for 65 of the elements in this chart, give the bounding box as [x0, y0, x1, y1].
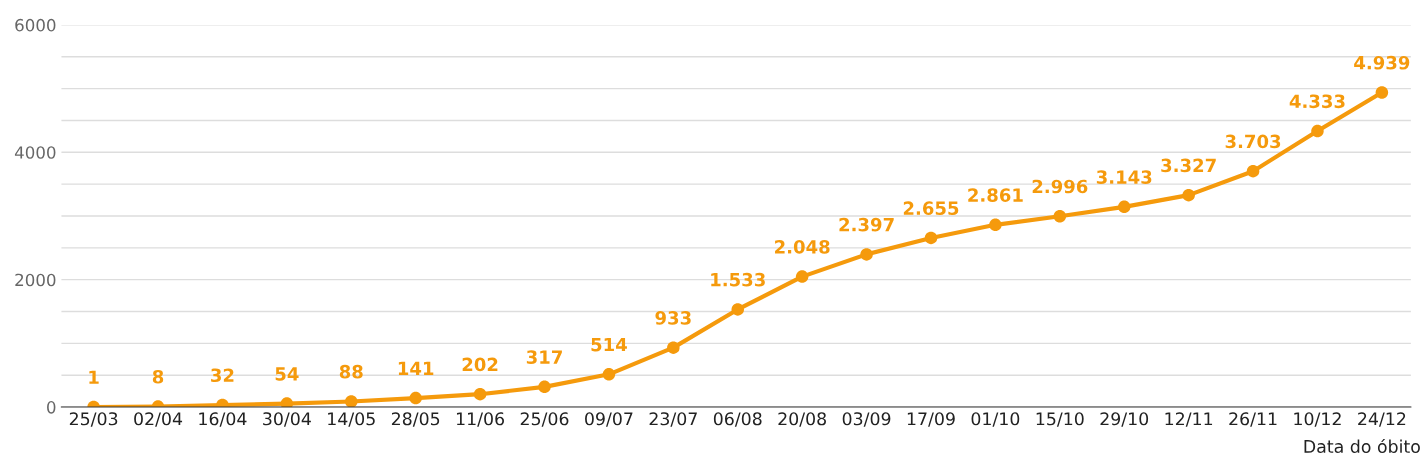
y-tick-label: 4000 — [14, 146, 56, 159]
x-tick-label: 01/10 — [971, 412, 1020, 427]
x-tick-label: 29/10 — [1100, 412, 1149, 427]
data-label: 8 — [152, 369, 164, 384]
data-label: 32 — [211, 368, 234, 383]
x-tick-label: 28/05 — [391, 412, 440, 427]
data-label: 141 — [398, 361, 434, 375]
point — [1053, 209, 1067, 223]
point — [1246, 164, 1260, 178]
point — [1311, 124, 1324, 138]
x-tick-label: 15/10 — [1036, 412, 1084, 427]
point — [602, 368, 616, 381]
x-tick-label: 30/04 — [263, 412, 311, 427]
point — [345, 395, 358, 408]
point — [280, 397, 294, 408]
x-tick-label: 09/07 — [585, 412, 633, 427]
data-label: 1 — [89, 370, 99, 384]
x-tick-label: 25/03 — [69, 412, 118, 427]
point — [1182, 188, 1195, 202]
data-label: 317 — [526, 350, 562, 364]
y-tick-label: 2000 — [15, 273, 56, 287]
x-tick-label: 25/06 — [520, 412, 569, 427]
point — [1117, 200, 1131, 214]
x-tick-label: 26/11 — [1229, 412, 1277, 427]
x-tick-label: 17/09 — [907, 412, 955, 427]
data-label: 54 — [275, 367, 299, 381]
x-tick-label: 02/04 — [134, 412, 183, 427]
point — [473, 387, 487, 401]
data-label: 3.327 — [1161, 158, 1216, 173]
y-tick-label: 0 — [47, 401, 56, 414]
x-tick-label: 03/09 — [842, 412, 891, 427]
data-label: 3.703 — [1225, 134, 1281, 149]
point — [409, 391, 422, 405]
point — [989, 218, 1002, 232]
point — [860, 248, 873, 261]
data-label: 88 — [339, 364, 363, 379]
x-tick-label: 14/05 — [328, 412, 375, 427]
data-label: 2.397 — [839, 217, 894, 232]
point — [795, 270, 809, 283]
point — [731, 303, 744, 316]
point — [924, 231, 938, 245]
data-label: 2.996 — [1032, 179, 1088, 194]
x-tick-label: 12/11 — [1165, 412, 1213, 427]
data-label: 4.333 — [1289, 94, 1345, 109]
x-tick-label: 10/12 — [1294, 412, 1341, 427]
data-label: 2.048 — [775, 240, 830, 254]
data-label: 514 — [591, 337, 627, 352]
x-tick-label: 24/12 — [1358, 412, 1406, 427]
x-tick-label: 23/07 — [649, 412, 697, 427]
data-label: 3.143 — [1096, 170, 1152, 184]
data-label: 4.939 — [1354, 55, 1410, 70]
y-tick-label: 6000 — [15, 18, 56, 32]
data-label: 933 — [655, 311, 691, 325]
data-label: 2.861 — [968, 188, 1023, 202]
data-label: 1.533 — [711, 272, 765, 287]
data-label: 2.655 — [903, 201, 959, 216]
point — [538, 380, 551, 394]
x-tick-label: 16/04 — [199, 412, 247, 427]
x-tick-label: 06/08 — [713, 412, 762, 427]
x-tick-label: 11/06 — [456, 412, 505, 427]
x-tick-label: 20/08 — [778, 412, 826, 427]
point — [1375, 86, 1389, 99]
data-label: 202 — [462, 357, 498, 372]
point — [667, 341, 680, 354]
x-axis-title: Data do óbito — [1304, 438, 1420, 454]
